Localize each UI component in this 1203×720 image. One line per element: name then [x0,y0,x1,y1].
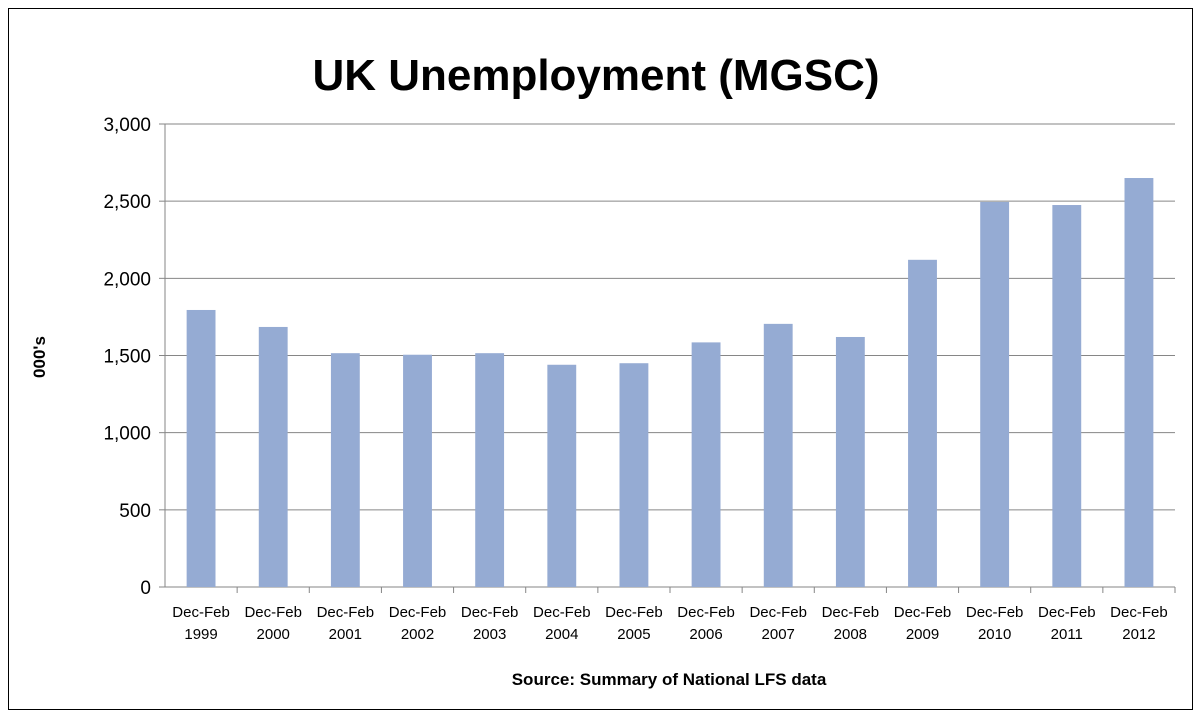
x-tick-label: Dec-Feb 2005 [605,604,663,643]
bar [330,353,360,587]
x-tick-label: Dec-Feb 2002 [389,604,447,643]
chart-title: UK Unemployment (MGSC) [312,51,879,100]
bars [186,178,1154,587]
x-tick-label-line2: 2012 [1122,626,1155,643]
x-tick-label-line1: Dec-Feb [677,604,735,621]
bar [763,323,793,587]
bar [186,309,216,587]
x-tick-label-line1: Dec-Feb [1038,604,1096,621]
x-tick-label: Dec-Feb 2003 [461,604,519,643]
x-tick-label-line1: Dec-Feb [894,604,952,621]
x-tick-label-line2: 2011 [1051,626,1083,643]
y-tick-label: 0 [140,578,151,599]
x-tick-label-line2: 2005 [617,626,650,643]
x-tick-label-line1: Dec-Feb [966,604,1024,621]
x-tick-label: Dec-Feb 1999 [172,604,230,643]
x-tick-label: Dec-Feb 2006 [677,604,735,643]
x-tick-label: Dec-Feb 2010 [966,604,1024,643]
y-axis-label: 000's [30,336,49,378]
x-tick-label: Dec-Feb 2011 [1038,604,1096,643]
bar [258,326,288,587]
y-tick-label: 1,000 [103,424,151,445]
bar [403,354,432,587]
bar [980,201,1010,587]
y-tick-label: 500 [119,501,151,522]
bar [619,363,649,587]
x-axis-label: Source: Summary of National LFS data [512,670,827,689]
x-tick-label-line1: Dec-Feb [533,604,591,621]
x-tick-label: Dec-Feb 2009 [894,604,952,643]
y-tick-label: 2,500 [103,192,151,213]
x-tick-label-line2: 2003 [473,626,506,643]
x-tick-label: Dec-Feb 2012 [1110,604,1168,643]
x-tick-label: Dec-Feb 2001 [317,604,375,643]
x-tick-label-line1: Dec-Feb [244,604,302,621]
x-tick-label-line2: 2000 [257,626,290,643]
y-axis-ticks: 0 500 1,000 1,500 2,000 2,500 3,000 [103,115,151,599]
x-tick-label-line1: Dec-Feb [1110,604,1168,621]
bar [835,336,865,587]
x-tick-label-line1: Dec-Feb [605,604,663,621]
x-tick-label-line2: 1999 [184,626,217,643]
y-tick-label: 2,000 [103,269,151,290]
x-tick-label-line2: 2009 [906,626,939,643]
x-tick-label-line2: 2001 [329,626,362,643]
x-tick-label: Dec-Feb 2008 [822,604,880,643]
x-tick-label-line2: 2008 [834,626,867,643]
bar [908,259,937,587]
bar [1124,178,1154,587]
x-tick-label: Dec-Feb 2007 [749,604,807,643]
y-tick-label: 1,500 [103,347,151,368]
x-tick-label: Dec-Feb 2000 [244,604,302,643]
y-tick-label: 3,000 [103,115,151,136]
x-tick-label-line1: Dec-Feb [461,604,519,621]
x-tick-label-line2: 2004 [545,626,578,643]
x-tick-label-line1: Dec-Feb [317,604,375,621]
x-tick-label-line1: Dec-Feb [822,604,880,621]
bar [475,353,505,587]
x-tick-label-line1: Dec-Feb [749,604,807,621]
bar [691,342,721,587]
x-tick-label-line1: Dec-Feb [389,604,447,621]
x-tick-label-line1: Dec-Feb [172,604,230,621]
bar [1052,205,1082,587]
x-tick-label-line2: 2002 [401,626,434,643]
bar [547,364,577,587]
gridlines [159,123,1176,593]
x-tick-label-line2: 2007 [762,626,795,643]
x-tick-label-line2: 2006 [689,626,722,643]
x-tick-label-line2: 2010 [978,626,1011,643]
x-tick-label: Dec-Feb 2004 [533,604,591,643]
